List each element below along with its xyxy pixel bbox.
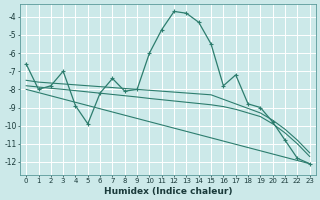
- X-axis label: Humidex (Indice chaleur): Humidex (Indice chaleur): [104, 187, 232, 196]
